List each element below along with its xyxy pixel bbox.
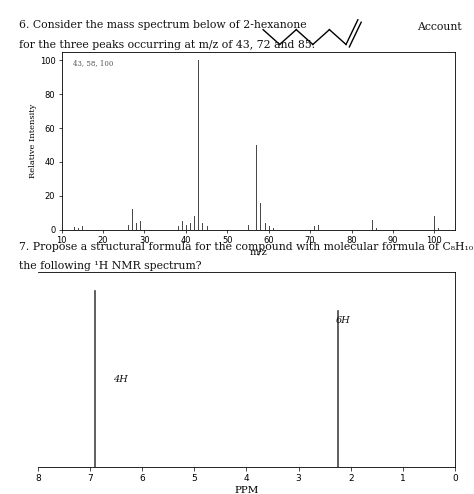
X-axis label: m/z: m/z [249, 247, 267, 257]
Text: 4H: 4H [114, 374, 128, 383]
Text: 7. Propose a structural formula for the compound with molecular formula of C₈H₁₀: 7. Propose a structural formula for the … [19, 242, 474, 252]
Y-axis label: Relative Intensity: Relative Intensity [29, 104, 37, 178]
Text: for the three peaks occurring at m/z of 43, 72 and 85.: for the three peaks occurring at m/z of … [19, 40, 315, 49]
Text: the following ¹H NMR spectrum?: the following ¹H NMR spectrum? [19, 261, 201, 271]
Text: Account: Account [417, 22, 462, 32]
Text: 6H: 6H [336, 316, 351, 325]
X-axis label: PPM: PPM [234, 486, 259, 494]
Text: 43, 58, 100: 43, 58, 100 [73, 59, 114, 67]
Text: 6. Consider the mass spectrum below of 2-hexanone: 6. Consider the mass spectrum below of 2… [19, 20, 307, 30]
